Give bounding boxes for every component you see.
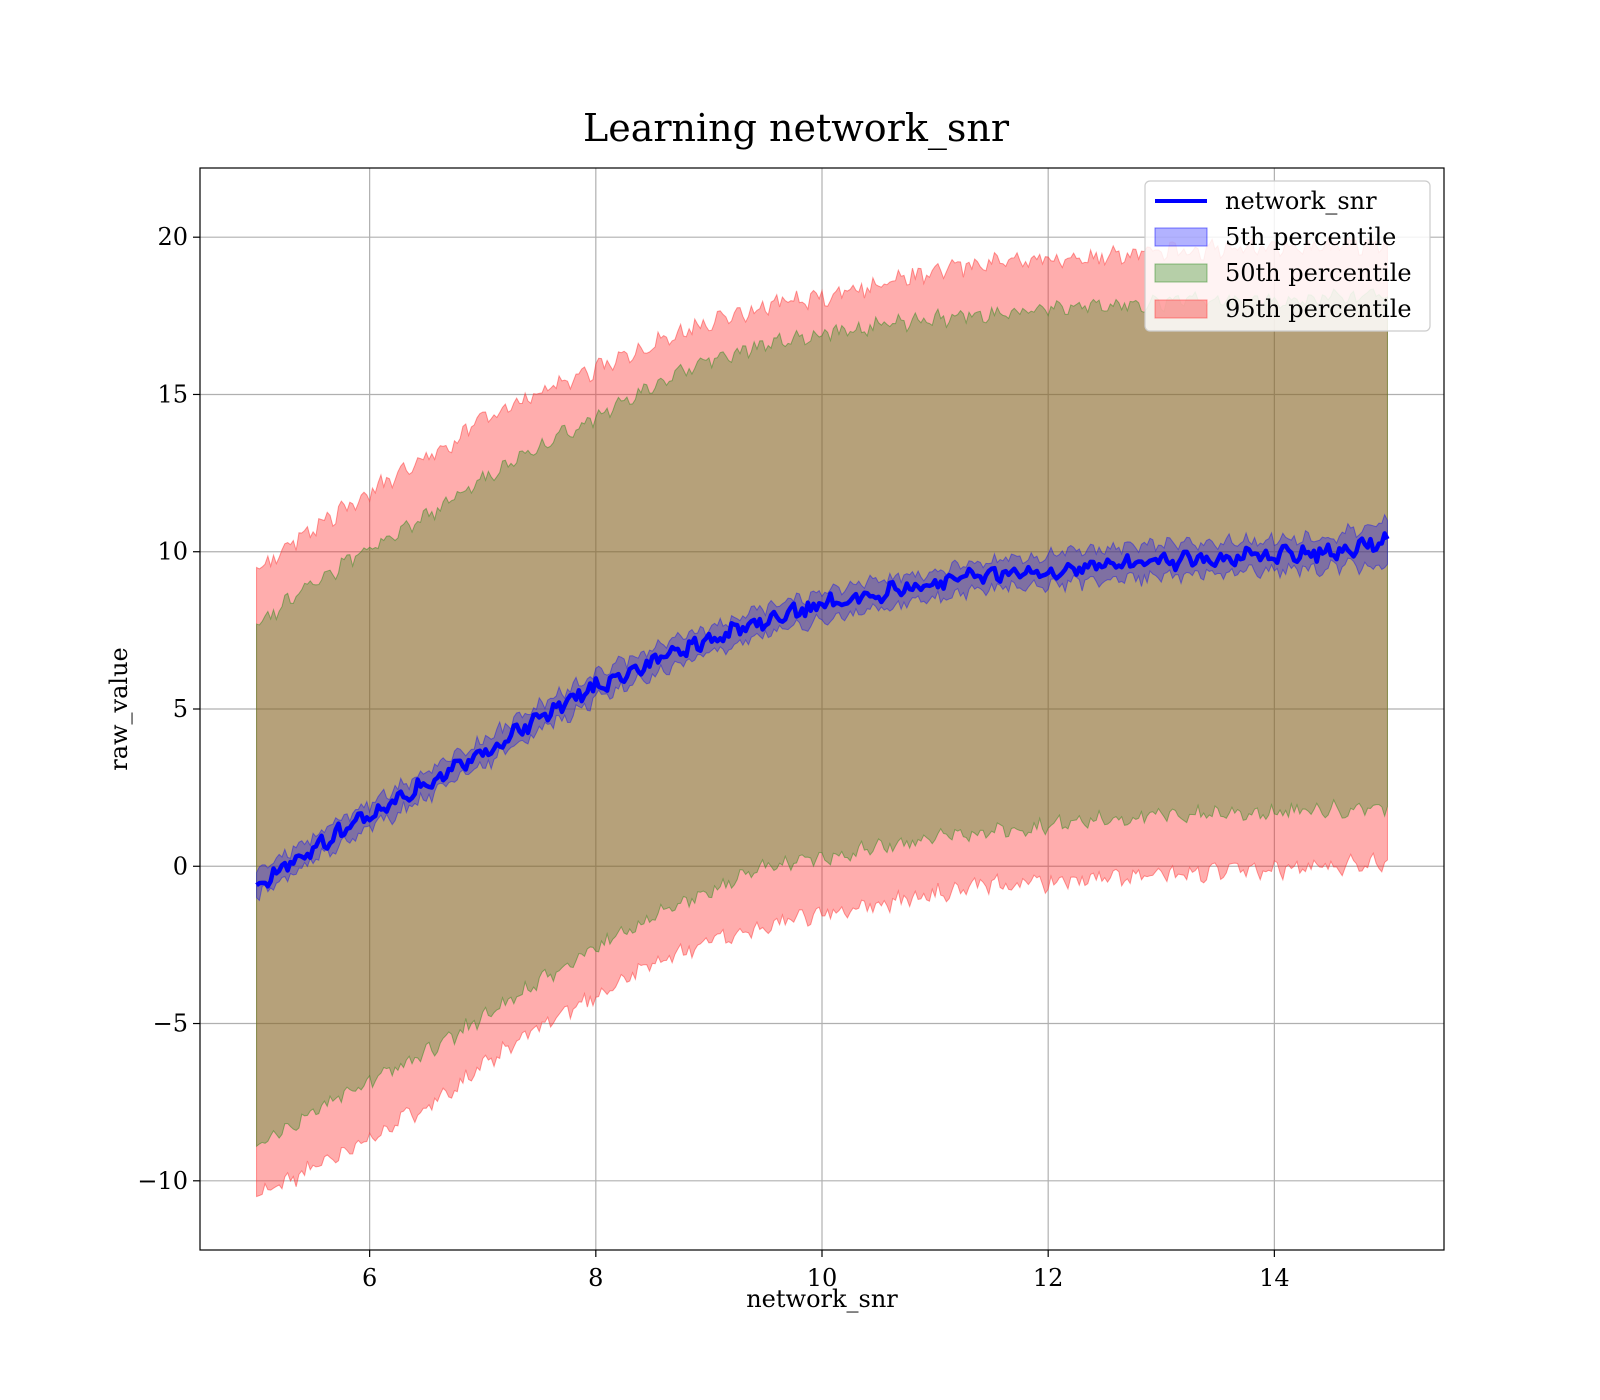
x-tick-label: 6	[362, 1264, 377, 1292]
legend-box	[1144, 180, 1431, 332]
y-axis-ticks: −10 −5 0 5 10 15 20	[137, 223, 200, 1195]
x-axis-ticks: 6 8 10 12 14	[362, 1250, 1290, 1292]
grid-lines	[200, 168, 1444, 1250]
y-axis-label: raw_value	[105, 647, 133, 771]
y-tick-label: −5	[153, 1010, 188, 1038]
series-line-network-snr	[255, 531, 1390, 889]
x-tick-label: 8	[588, 1264, 603, 1292]
x-tick-label: 10	[807, 1264, 838, 1292]
legend-swatch-band	[1154, 299, 1208, 319]
plot-area	[255, 235, 1390, 1198]
y-tick-label: 5	[173, 695, 188, 723]
band-5th-percentile	[256, 513, 1388, 902]
x-axis-label: network_snr	[746, 1285, 898, 1313]
legend: network_snr 5th percentile 50th percentile…	[1144, 180, 1431, 332]
band-50th-percentile	[256, 288, 1388, 1148]
legend-swatch-band	[1154, 227, 1208, 247]
legend-label: 50th percentile	[1225, 259, 1412, 287]
x-tick-label: 14	[1259, 1264, 1290, 1292]
legend-swatch-band	[1154, 263, 1208, 283]
y-tick-label: 20	[157, 223, 188, 251]
chart-title: Learning network_snr	[583, 106, 1010, 151]
y-tick-label: 10	[157, 538, 188, 566]
y-tick-label: 0	[173, 852, 188, 880]
x-tick-label: 12	[1033, 1264, 1064, 1292]
band-95th-percentile	[256, 235, 1388, 1198]
y-tick-label: −10	[137, 1167, 188, 1195]
y-tick-label: 15	[157, 380, 188, 408]
legend-label: network_snr	[1225, 187, 1377, 215]
legend-label: 5th percentile	[1225, 223, 1396, 251]
legend-label: 95th percentile	[1225, 295, 1412, 323]
